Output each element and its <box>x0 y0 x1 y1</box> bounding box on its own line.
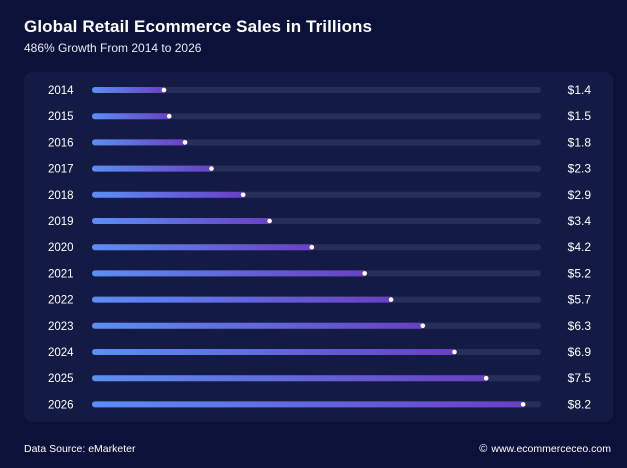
year-label: 2016 <box>48 137 74 149</box>
value-label: $2.3 <box>568 162 592 176</box>
bar-end-dot <box>452 349 457 355</box>
value-label: $6.3 <box>568 319 592 333</box>
year-label: 2025 <box>48 373 74 385</box>
value-label: $4.2 <box>568 240 592 254</box>
year-label: 2014 <box>48 85 74 97</box>
value-label: $6.9 <box>568 345 592 359</box>
bar-end-dot <box>520 402 526 407</box>
site-credit: © www.ecommerceceo.com <box>479 443 611 455</box>
year-label: 2023 <box>48 321 74 333</box>
bar <box>92 139 188 146</box>
bar-end-dot <box>161 87 167 93</box>
site-url: www.ecommerceceo.com <box>491 443 611 455</box>
bar <box>92 165 214 172</box>
value-label: $5.7 <box>568 293 592 307</box>
bar <box>92 191 246 198</box>
bar <box>92 401 526 408</box>
bar-track <box>92 87 541 93</box>
year-label: 2018 <box>48 190 74 202</box>
year-label: 2024 <box>48 347 74 359</box>
bar <box>92 244 314 251</box>
year-label: 2017 <box>48 164 74 176</box>
chart-title: Global Retail Ecommerce Sales in Trillio… <box>24 17 373 36</box>
bar <box>92 270 367 277</box>
value-label: $1.4 <box>568 83 592 97</box>
year-label: 2020 <box>48 242 74 254</box>
value-label: $8.2 <box>568 397 592 411</box>
bar-end-dot <box>309 244 315 250</box>
year-label: 2015 <box>48 111 74 123</box>
bar-end-dot <box>209 166 214 171</box>
bar-end-dot <box>166 113 172 119</box>
copyright-icon: © <box>479 443 488 455</box>
bar <box>92 87 166 93</box>
bar-end-dot <box>420 323 426 329</box>
bar-end-dot <box>483 375 489 381</box>
bar-end-dot <box>240 192 246 198</box>
bar <box>92 375 489 382</box>
value-label: $1.8 <box>568 135 592 149</box>
chart-subtitle: 486% Growth From 2014 to 2026 <box>24 41 202 55</box>
bar-track <box>92 139 541 146</box>
bar-end-dot <box>388 297 394 302</box>
year-label: 2022 <box>48 295 74 307</box>
value-label: $7.5 <box>568 371 592 385</box>
value-label: $5.2 <box>568 266 592 280</box>
bar-end-dot <box>362 271 367 276</box>
bar <box>92 113 172 120</box>
bar-end-dot <box>182 140 188 145</box>
bar <box>92 218 272 224</box>
value-label: $1.5 <box>568 109 592 123</box>
data-source: Data Source: eMarketer <box>24 443 136 455</box>
year-label: 2021 <box>48 268 74 280</box>
bar-track <box>92 113 541 120</box>
value-label: $2.9 <box>568 188 592 202</box>
year-label: 2019 <box>48 216 74 228</box>
bar <box>92 296 394 303</box>
bar-end-dot <box>267 218 272 224</box>
year-label: 2026 <box>48 399 74 411</box>
value-label: $3.4 <box>568 214 592 228</box>
bar <box>92 349 457 355</box>
bar <box>92 322 425 329</box>
